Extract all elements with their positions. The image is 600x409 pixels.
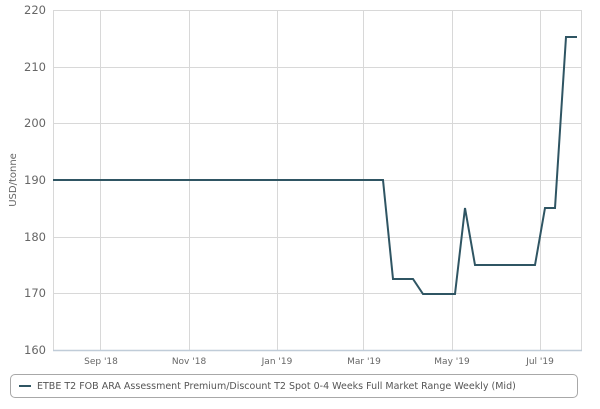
y-tick-label: 180 (24, 230, 46, 244)
x-tick-label: Sep '18 (84, 357, 118, 367)
x-tick-label: Mar '19 (347, 357, 381, 367)
y-tick-label: 160 (24, 343, 46, 357)
y-tick-label: 210 (24, 60, 46, 74)
legend-line-swatch-icon (19, 385, 31, 387)
series-line[interactable] (53, 36, 577, 295)
y-tick-label: 220 (24, 3, 46, 17)
legend[interactable]: ETBE T2 FOB ARA Assessment Premium/Disco… (10, 374, 578, 398)
legend-label: ETBE T2 FOB ARA Assessment Premium/Disco… (37, 380, 516, 392)
x-tick-label: Jan '19 (261, 357, 293, 367)
y-tick-label: 190 (24, 173, 46, 187)
x-tick-label: Jul '19 (525, 357, 554, 367)
x-tick-label: Nov '18 (172, 357, 207, 367)
y-tick-label: 170 (24, 286, 46, 300)
x-axis-labels: Sep '18 Nov '18 Jan '19 Mar '19 May '19 … (84, 357, 554, 367)
y-axis-title: USD/tonne (8, 153, 19, 207)
x-tick-label: May '19 (434, 357, 470, 367)
y-axis-labels: 220 210 200 190 180 170 160 (24, 3, 46, 357)
y-tick-label: 200 (24, 116, 46, 130)
